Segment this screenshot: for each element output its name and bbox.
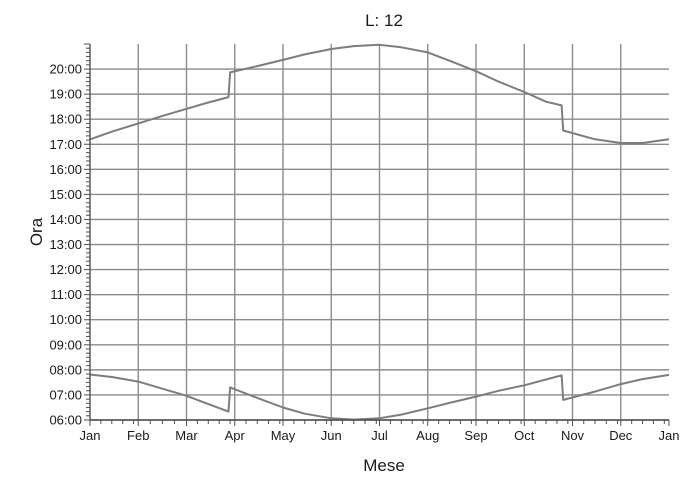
y-axis-label: Ora [27, 217, 46, 246]
y-tick-label: 09:00 [49, 337, 82, 352]
axes-layer: 06:00 07:00 08:00 09:00 10:00 11:00 12:00 13:00… [49, 43, 680, 443]
x-tick-label: Feb [127, 428, 149, 443]
x-tick-label: May [271, 428, 296, 443]
y-tick-label: 19:00 [49, 87, 82, 102]
x-tick-label: Mar [175, 428, 198, 443]
y-tick-label: 14:00 [49, 212, 82, 227]
x-tick-label: Sep [464, 428, 487, 443]
y-tick-label: 13:00 [49, 237, 82, 252]
x-tick-label: Oct [514, 428, 535, 443]
y-tick-label: 10:00 [49, 312, 82, 327]
chart-title: L: 12 [365, 11, 403, 30]
y-tick-label: 16:00 [49, 162, 82, 177]
x-tick-label: Jul [371, 428, 388, 443]
x-tick-label: Jun [321, 428, 342, 443]
x-tick-label: Aug [416, 428, 439, 443]
y-tick-label: 20:00 [49, 62, 82, 77]
x-axis-label: Mese [363, 456, 405, 475]
x-tick-label: Apr [225, 428, 246, 443]
x-tick-label: Jan [659, 428, 680, 443]
series-layer [89, 43, 670, 421]
series-line-sunrise [89, 373, 670, 421]
y-tick-label: 12:00 [49, 262, 82, 277]
y-tick-label: 15:00 [49, 187, 82, 202]
x-tick-label: Nov [561, 428, 585, 443]
y-tick-label: 11:00 [50, 287, 82, 302]
series-line-sunset [89, 43, 670, 144]
y-tick-label: 06:00 [49, 413, 82, 428]
y-tick-label: 08:00 [49, 362, 82, 377]
grid-layer [90, 44, 669, 421]
label-layer: L: 12 Mese Ora [27, 11, 405, 475]
y-tick-label: 18:00 [49, 112, 82, 127]
x-tick-label: Dec [609, 428, 633, 443]
y-tick-label: 07:00 [49, 387, 82, 402]
y-tick-label: 17:00 [49, 137, 82, 152]
x-tick-label: Jan [80, 428, 101, 443]
